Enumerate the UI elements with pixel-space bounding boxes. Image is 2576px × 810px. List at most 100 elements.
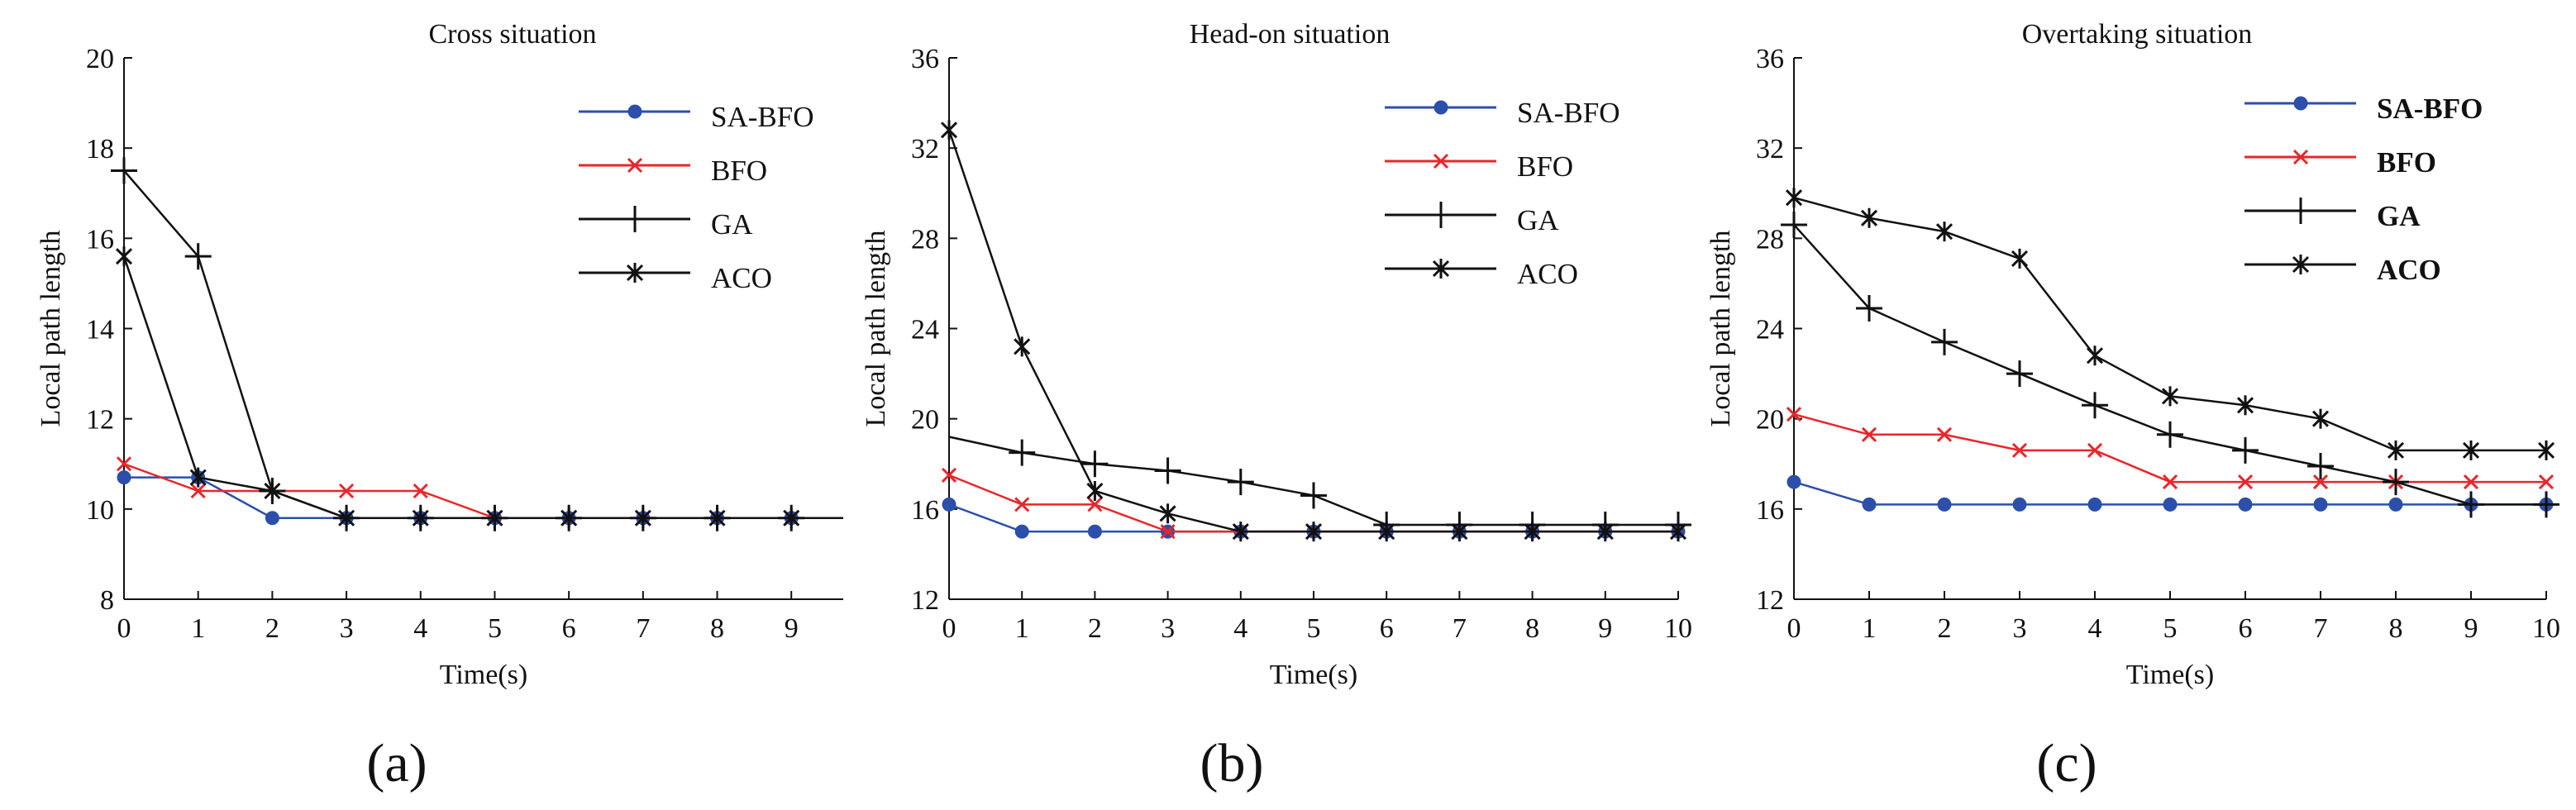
y-tick-label: 24 — [911, 315, 939, 345]
data-point-sa-bfo — [1937, 497, 1952, 512]
data-point-aco — [1669, 522, 1687, 542]
data-point-ga — [2232, 436, 2259, 464]
legend-label-aco: ACO — [711, 262, 772, 294]
series-sa-bfo — [1787, 474, 2554, 512]
data-point-aco — [1378, 522, 1395, 542]
legend-label-aco: ACO — [2377, 254, 2441, 286]
y-tick-label: 20 — [1756, 405, 1784, 436]
x-tick-label: 0 — [942, 613, 956, 644]
y-tick-label: 28 — [911, 224, 939, 255]
data-point-aco — [2161, 386, 2179, 407]
x-tick-label: 3 — [340, 613, 354, 644]
legend-label-ga: GA — [711, 208, 753, 241]
data-point-ga — [1931, 328, 1958, 355]
legend-label-bfo: BFO — [711, 155, 767, 187]
legend-marker-ga — [622, 206, 648, 232]
data-point-aco — [2462, 440, 2480, 460]
legend-label-sa-bfo: SA-BFO — [2377, 93, 2483, 125]
data-point-ga — [1781, 211, 1807, 238]
legend-label-ga: GA — [2377, 200, 2421, 232]
data-point-aco — [1305, 522, 1323, 542]
data-point-sa-bfo — [1862, 497, 1877, 512]
data-point-ga — [1856, 294, 1882, 322]
data-point-aco — [1860, 207, 1878, 228]
data-point-bfo — [2087, 442, 2103, 458]
x-tick-label: 7 — [636, 613, 650, 644]
x-tick-label: 2 — [1938, 613, 1952, 644]
y-tick-label: 36 — [1756, 44, 1784, 74]
data-point-ga — [1009, 439, 1036, 466]
data-point-aco — [2236, 395, 2254, 416]
x-tick-label: 5 — [488, 613, 502, 644]
x-tick-label: 9 — [2464, 613, 2478, 644]
x-tick-label: 3 — [1161, 613, 1175, 644]
x-tick-label: 3 — [2013, 613, 2027, 644]
legend-marker-ga — [1428, 202, 1454, 228]
data-point-sa-bfo — [1014, 524, 1029, 539]
x-axis-label: Time(s) — [2126, 660, 2214, 690]
legend-marker-aco — [2292, 255, 2310, 274]
x-tick-label: 1 — [1015, 613, 1029, 644]
series-line-bfo — [123, 463, 843, 519]
data-point-ga — [2458, 491, 2484, 518]
x-tick-label: 10 — [1664, 613, 1692, 644]
legend: SA-BFO BFO GA ACO — [2244, 93, 2483, 286]
legend-item-ga: GA — [579, 206, 753, 241]
series-ga — [1781, 211, 2559, 518]
y-tick-label: 12 — [1756, 585, 1784, 616]
series-bfo — [1786, 407, 2555, 490]
legend-item-sa-bfo: SA-BFO — [579, 101, 813, 133]
legend: SA-BFO BFO GA ACO — [579, 101, 813, 294]
data-point-ga — [2383, 469, 2409, 496]
x-tick-label: 0 — [1787, 613, 1801, 644]
data-point-ga — [2157, 421, 2183, 448]
data-point-bfo — [2237, 474, 2254, 490]
data-point-bfo — [190, 483, 206, 499]
y-tick-label: 36 — [911, 44, 939, 74]
x-tick-label: 7 — [1453, 613, 1467, 644]
data-point-bfo — [1936, 426, 1953, 442]
data-point-aco — [634, 507, 651, 528]
data-point-aco — [1086, 481, 1104, 501]
legend-marker-ga — [2287, 198, 2314, 224]
data-point-bfo — [1160, 524, 1176, 540]
legend-item-aco: ACO — [2244, 254, 2441, 286]
data-point-bfo — [339, 483, 355, 499]
data-point-bfo — [413, 483, 428, 499]
x-tick-label: 10 — [2532, 613, 2560, 644]
x-tick-label: 4 — [1233, 613, 1247, 644]
data-point-ga — [2006, 360, 2033, 388]
y-tick-label: 16 — [1756, 495, 1784, 526]
x-tick-label: 8 — [1525, 613, 1539, 644]
legend-label-ga: GA — [1517, 204, 1559, 236]
data-point-ga — [1300, 482, 1327, 509]
chart-title: Head-on situation — [1190, 19, 1391, 50]
y-tick-label: 18 — [86, 134, 114, 164]
legend-item-aco: ACO — [579, 262, 772, 294]
x-tick-label: 8 — [2389, 613, 2403, 644]
data-point-sa-bfo — [2313, 497, 2328, 512]
data-point-aco — [940, 120, 958, 141]
data-point-aco — [2311, 408, 2330, 429]
legend-marker-bfo — [627, 157, 643, 174]
y-axis-label: Local path length — [861, 231, 891, 427]
y-tick-label: 28 — [1756, 224, 1784, 255]
x-tick-label: 6 — [1380, 613, 1394, 644]
x-tick-label: 4 — [413, 613, 427, 644]
panel-label: (a) — [366, 733, 427, 793]
x-axis-label: Time(s) — [440, 660, 527, 690]
data-point-aco — [1014, 336, 1031, 357]
legend: SA-BFO BFO GA ACO — [1385, 97, 1620, 290]
legend-marker-bfo — [1433, 153, 1449, 169]
legend-item-sa-bfo: SA-BFO — [1385, 97, 1620, 129]
x-tick-label: 0 — [117, 613, 131, 644]
panel-label: (c) — [2036, 733, 2097, 793]
data-point-aco — [2387, 440, 2405, 460]
data-point-bfo — [2538, 474, 2555, 490]
y-tick-label: 16 — [86, 224, 114, 255]
x-tick-label: 8 — [710, 613, 724, 644]
legend-item-ga: GA — [2244, 198, 2421, 232]
data-point-sa-bfo — [2238, 497, 2253, 512]
data-point-bfo — [2463, 474, 2479, 490]
